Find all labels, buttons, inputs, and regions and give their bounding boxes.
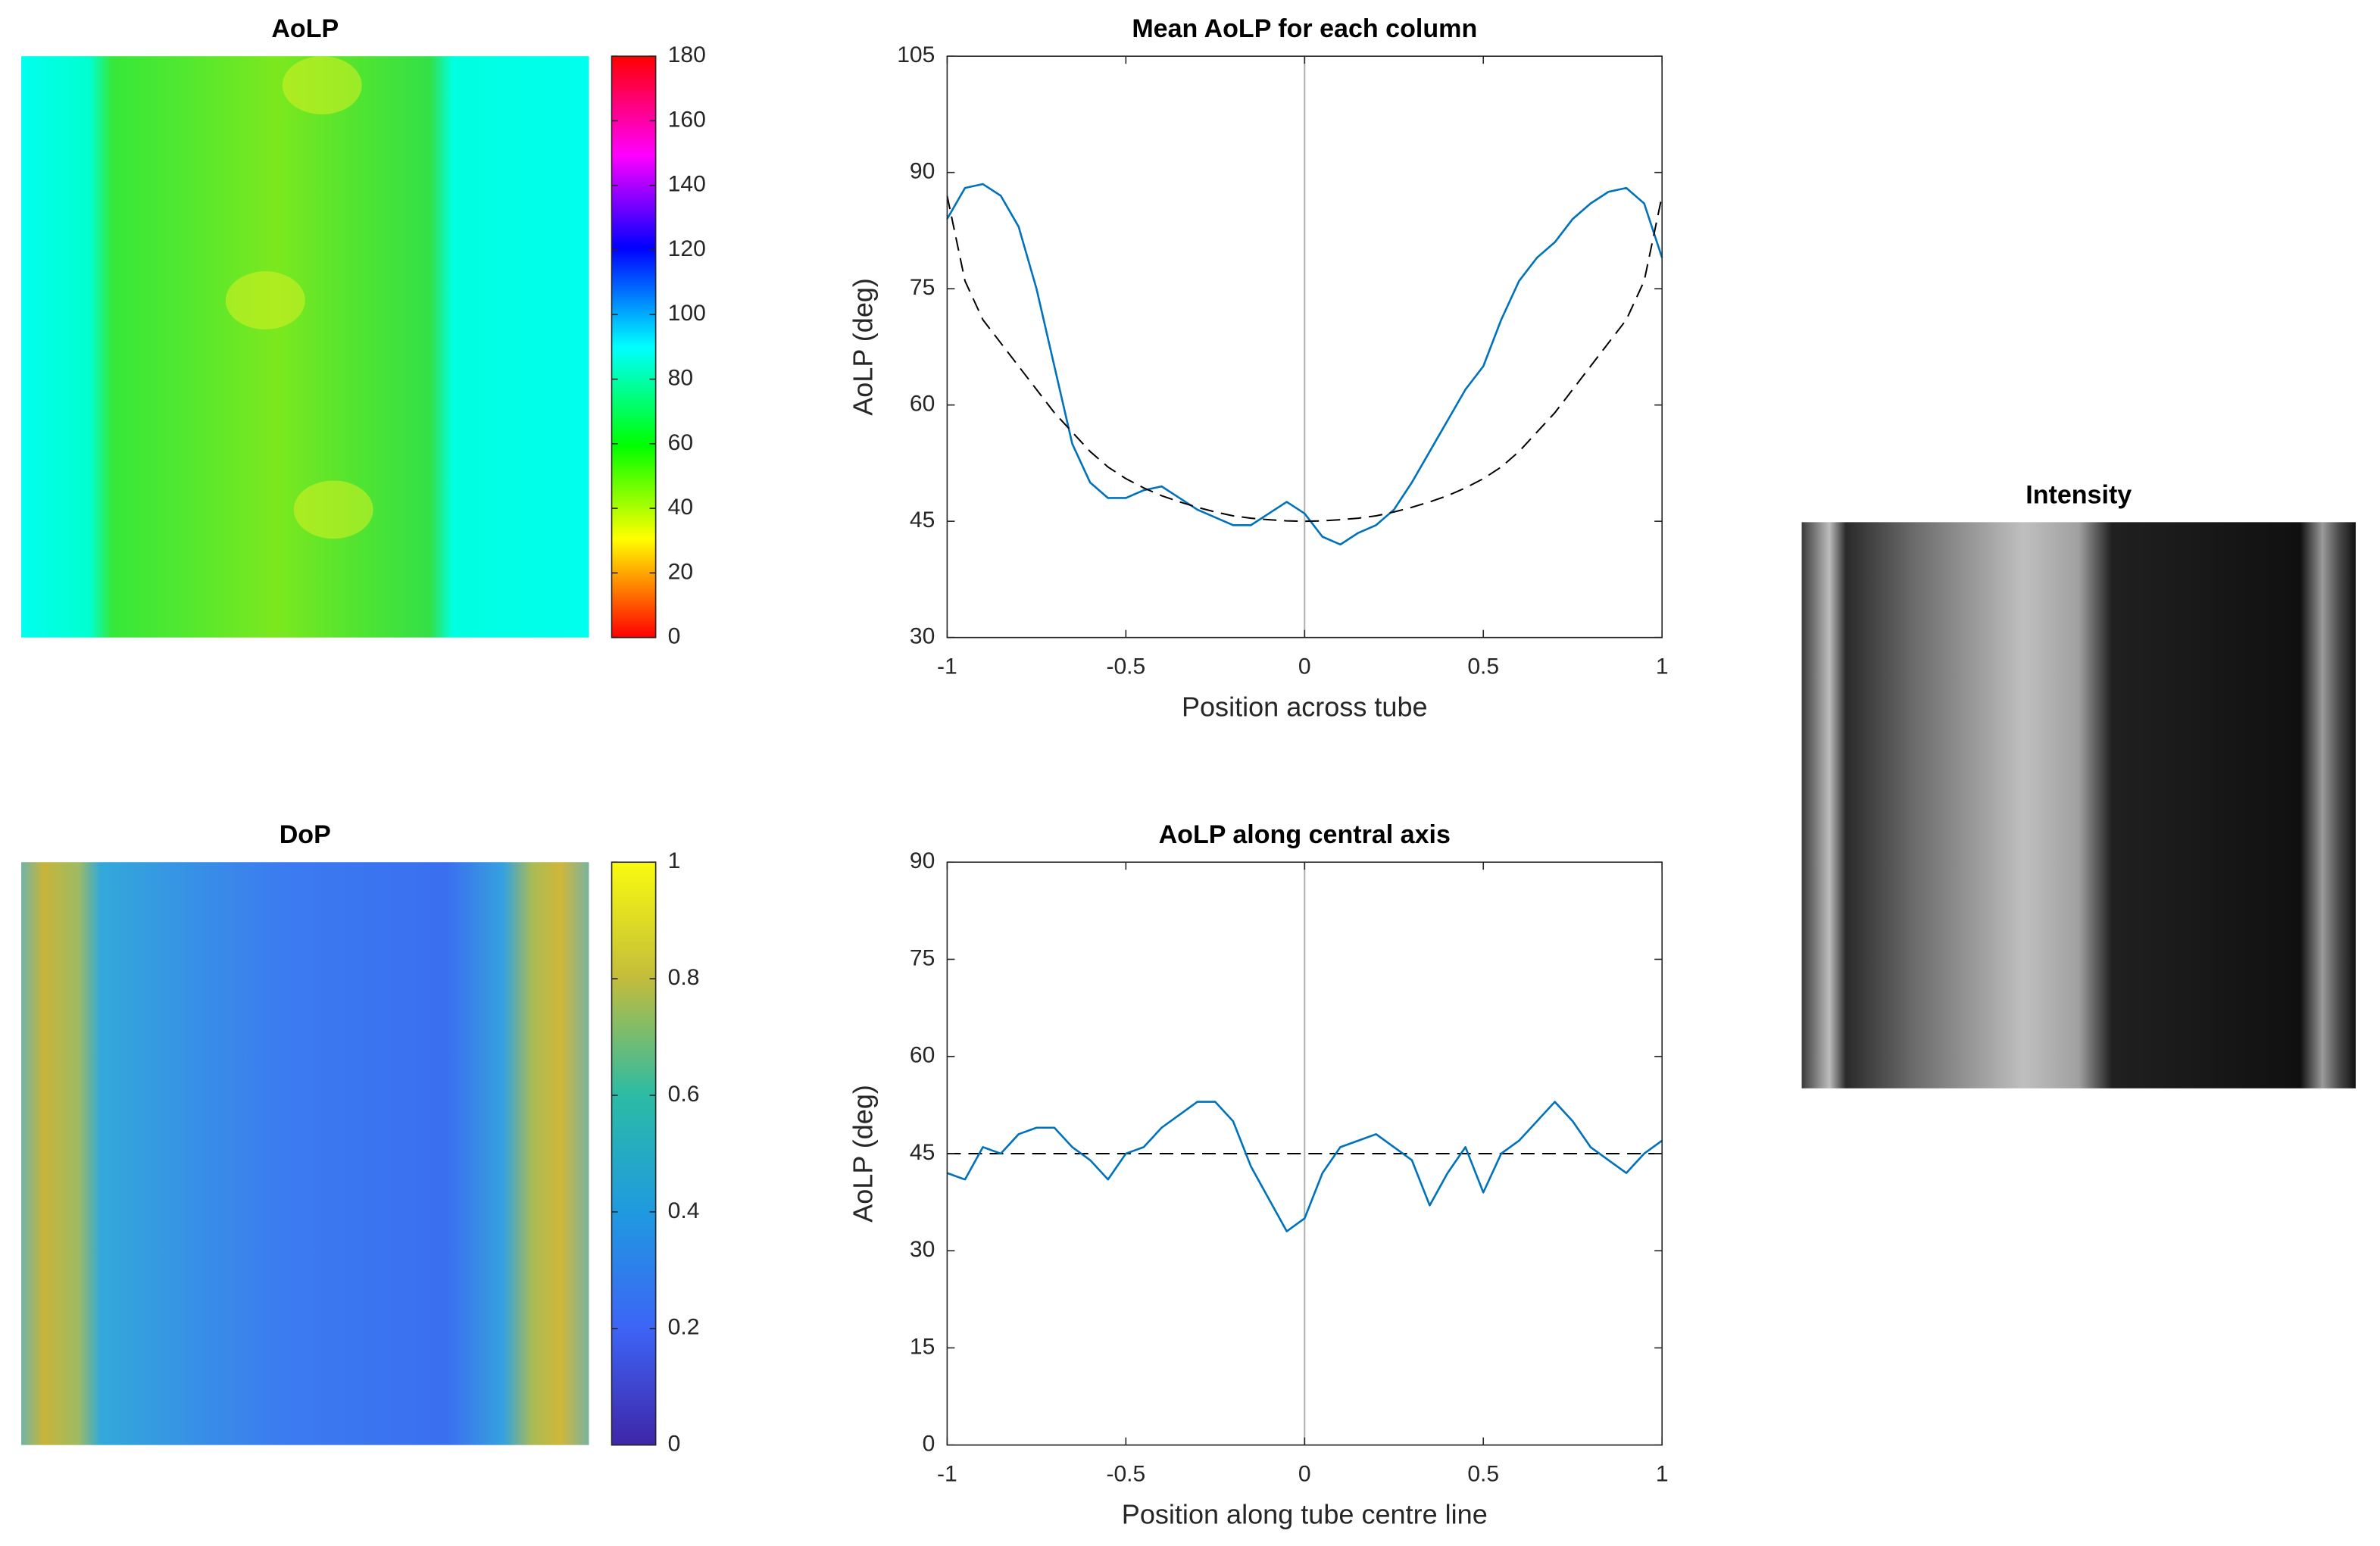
image [21, 862, 589, 1445]
y-tick-label: 90 [910, 159, 935, 184]
x-tick-label: -0.5 [1106, 1462, 1145, 1487]
colorbar-tick-label: 160 [668, 107, 706, 132]
colorbar-tick-label: 60 [668, 430, 693, 455]
image-patch [282, 56, 362, 114]
chart-title: Intensity [2025, 480, 2132, 509]
colorbar-tick-label: 180 [668, 42, 706, 67]
y-axis-label: AoLP (deg) [848, 1085, 879, 1223]
colorbar-tick-label: 20 [668, 559, 693, 584]
colorbar-tick-label: 0.6 [668, 1082, 700, 1107]
x-tick-label: 1 [1656, 654, 1669, 679]
colorbar-tick-label: 40 [668, 495, 693, 520]
y-axis-label: AoLP (deg) [848, 278, 879, 416]
y-tick-label: 60 [910, 392, 935, 417]
y-tick-label: 45 [910, 1140, 935, 1165]
chart-title: AoLP [271, 14, 339, 43]
y-tick-label: 30 [910, 624, 935, 649]
x-tick-label: 0 [1298, 1462, 1311, 1487]
y-tick-label: 90 [910, 848, 935, 873]
y-tick-label: 60 [910, 1043, 935, 1068]
x-tick-label: 1 [1656, 1462, 1669, 1487]
data-line [946, 1101, 1663, 1232]
chart-title: DoP [280, 820, 331, 849]
y-tick-label: 45 [910, 508, 935, 533]
chart-title: Mean AoLP for each column [1132, 14, 1477, 43]
image [21, 56, 589, 638]
colorbar-tick-label: 120 [668, 236, 706, 261]
image-patch [293, 480, 373, 539]
image-patch [225, 271, 305, 330]
y-tick-label: 15 [910, 1334, 935, 1359]
x-tick-label: -1 [937, 654, 957, 679]
x-tick-label: 0 [1298, 654, 1311, 679]
x-tick-label: 0.5 [1467, 1462, 1499, 1487]
colorbar-tick-label: 0 [668, 624, 681, 649]
data-line [946, 183, 1663, 546]
image [1801, 522, 2356, 1088]
y-tick-label: 105 [897, 42, 935, 67]
x-axis-label: Position across tube [1182, 691, 1428, 722]
y-tick-label: 0 [923, 1432, 935, 1457]
colorbar-tick-label: 0 [668, 1432, 681, 1457]
chart-title: AoLP along central axis [1159, 820, 1451, 849]
x-axis-label: Position along tube centre line [1122, 1498, 1488, 1529]
colorbar [611, 861, 657, 1446]
y-tick-label: 75 [910, 945, 935, 970]
y-tick-label: 75 [910, 275, 935, 300]
colorbar-tick-label: 0.8 [668, 965, 700, 990]
data-line [946, 195, 1663, 523]
colorbar-tick-label: 1 [668, 848, 681, 873]
colorbar-tick-label: 80 [668, 366, 693, 391]
x-tick-label: 0.5 [1467, 654, 1499, 679]
colorbar-tick-label: 140 [668, 172, 706, 197]
x-tick-label: -0.5 [1106, 654, 1145, 679]
y-tick-label: 30 [910, 1237, 935, 1262]
colorbar-tick-label: 100 [668, 301, 706, 326]
colorbar [611, 55, 657, 639]
colorbar-tick-label: 0.4 [668, 1198, 700, 1223]
x-tick-label: -1 [937, 1462, 957, 1487]
colorbar-tick-label: 0.2 [668, 1315, 700, 1340]
